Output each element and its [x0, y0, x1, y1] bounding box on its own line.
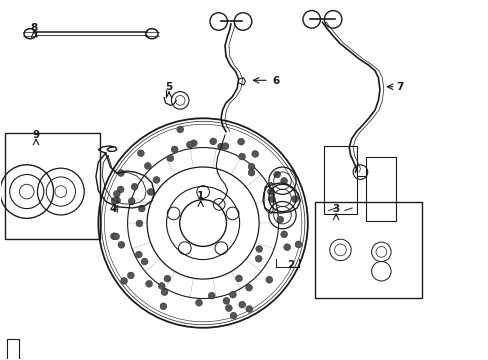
Circle shape: [230, 312, 236, 319]
Text: 1: 1: [197, 191, 204, 201]
Circle shape: [112, 233, 119, 240]
Circle shape: [158, 283, 165, 289]
Text: 2: 2: [286, 260, 294, 270]
Circle shape: [145, 280, 152, 287]
Circle shape: [135, 251, 142, 258]
Circle shape: [245, 306, 252, 312]
Circle shape: [111, 197, 118, 204]
Bar: [323, 146, 356, 214]
Circle shape: [138, 205, 145, 212]
Circle shape: [160, 303, 166, 310]
Circle shape: [113, 190, 120, 197]
Circle shape: [208, 292, 215, 299]
Circle shape: [110, 233, 117, 240]
Circle shape: [222, 143, 228, 150]
Circle shape: [251, 150, 258, 157]
Circle shape: [166, 155, 173, 162]
Circle shape: [280, 177, 287, 184]
Circle shape: [161, 289, 167, 296]
Circle shape: [118, 242, 124, 248]
Circle shape: [141, 258, 148, 265]
Circle shape: [280, 231, 287, 238]
Circle shape: [276, 216, 283, 223]
Circle shape: [195, 300, 202, 306]
Text: 5: 5: [165, 82, 172, 92]
Circle shape: [291, 195, 298, 202]
Circle shape: [163, 275, 170, 282]
Circle shape: [255, 255, 262, 262]
Circle shape: [225, 305, 232, 311]
Circle shape: [294, 241, 301, 248]
Circle shape: [117, 186, 124, 193]
Circle shape: [273, 171, 280, 178]
Circle shape: [144, 162, 151, 169]
Circle shape: [238, 153, 245, 160]
Circle shape: [247, 169, 254, 176]
Circle shape: [171, 146, 178, 153]
Circle shape: [128, 198, 135, 204]
Circle shape: [237, 138, 244, 145]
Circle shape: [209, 138, 216, 145]
Text: 4: 4: [109, 204, 117, 215]
Circle shape: [117, 170, 124, 176]
Circle shape: [223, 297, 229, 304]
Circle shape: [190, 140, 197, 147]
Circle shape: [153, 176, 160, 183]
Bar: [5, 134, 100, 239]
Circle shape: [136, 220, 142, 227]
Circle shape: [268, 196, 275, 203]
Circle shape: [245, 284, 252, 291]
Circle shape: [238, 301, 245, 308]
Circle shape: [229, 291, 236, 298]
Circle shape: [137, 150, 144, 157]
Circle shape: [121, 278, 127, 284]
Circle shape: [113, 197, 120, 204]
Bar: [7, 339, 20, 360]
Text: 9: 9: [32, 130, 40, 140]
Circle shape: [267, 188, 274, 195]
Circle shape: [217, 143, 224, 150]
Text: 3: 3: [332, 204, 339, 214]
Circle shape: [283, 244, 290, 251]
Circle shape: [131, 183, 138, 190]
Text: 7: 7: [396, 82, 403, 92]
Circle shape: [177, 126, 183, 133]
Text: 6: 6: [272, 76, 279, 86]
Text: 8: 8: [30, 23, 38, 33]
Bar: [314, 202, 422, 298]
Bar: [366, 157, 396, 221]
Circle shape: [127, 272, 134, 279]
Circle shape: [255, 246, 262, 252]
Circle shape: [147, 189, 154, 195]
Circle shape: [265, 276, 272, 283]
Circle shape: [186, 141, 193, 148]
Circle shape: [235, 275, 242, 282]
Circle shape: [247, 163, 254, 170]
